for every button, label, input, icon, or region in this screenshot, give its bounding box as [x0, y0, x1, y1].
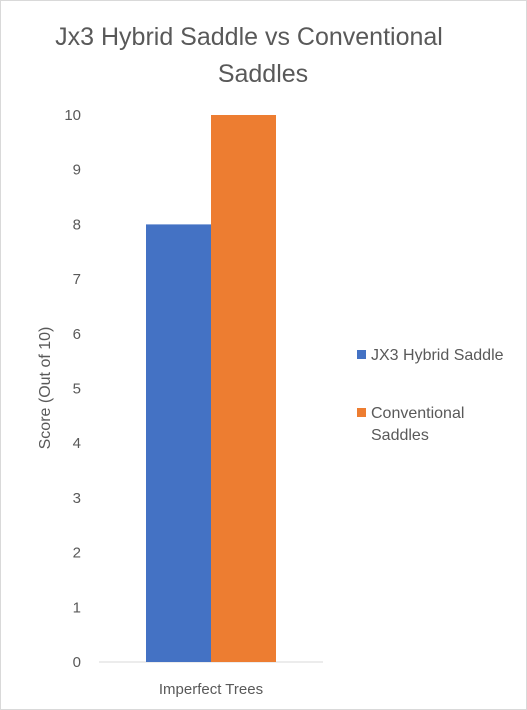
y-tick-label: 5 — [73, 381, 81, 398]
y-tick-label: 6 — [73, 326, 81, 343]
x-axis-ticks: Imperfect Trees — [159, 681, 263, 698]
bars — [146, 115, 276, 662]
bar-conventional-saddles — [211, 115, 276, 662]
y-tick-label: 10 — [64, 107, 81, 124]
legend: JX3 Hybrid Saddle Conventional Saddles — [357, 347, 504, 444]
y-tick-label: 7 — [73, 271, 81, 288]
y-tick-label: 2 — [73, 545, 81, 562]
legend-swatch — [357, 408, 366, 417]
y-tick-label: 9 — [73, 162, 81, 179]
legend-label: JX3 Hybrid Saddle — [371, 347, 504, 364]
x-tick-label: Imperfect Trees — [159, 681, 263, 698]
bar-jx3-hybrid-saddle — [146, 224, 211, 662]
chart-title-line-1: Jx3 Hybrid Saddle vs Conventional — [55, 23, 443, 51]
y-axis-title: Score (Out of 10) — [37, 327, 54, 450]
y-tick-label: 0 — [73, 654, 81, 671]
legend-swatch — [357, 350, 366, 359]
y-axis-ticks: 0 1 2 3 4 5 6 7 8 9 10 — [64, 107, 81, 671]
y-tick-label: 1 — [73, 599, 81, 616]
legend-label: Conventional — [371, 405, 464, 422]
chart-title: Jx3 Hybrid Saddle vs Conventional Saddle… — [55, 23, 443, 88]
y-tick-label: 8 — [73, 216, 81, 233]
legend-label: Saddles — [371, 427, 429, 444]
chart-title-line-2: Saddles — [218, 60, 308, 88]
y-tick-label: 4 — [73, 435, 81, 452]
y-tick-label: 3 — [73, 490, 81, 507]
